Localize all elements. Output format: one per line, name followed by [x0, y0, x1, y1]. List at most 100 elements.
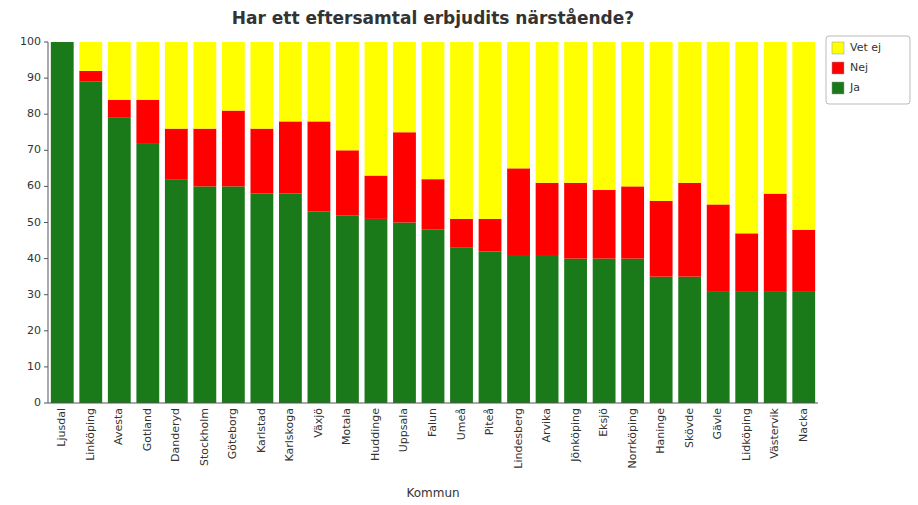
bar-segment: [735, 42, 758, 233]
y-tick-label: 10: [27, 360, 41, 373]
x-tick-label: Stockholm: [198, 408, 211, 466]
bar-segment: [593, 42, 616, 190]
y-tick: [44, 42, 48, 43]
x-axis: Ljusdal Linköping Avesta Gotland Danderyd Sto…: [48, 403, 818, 469]
x-tick-label: Jönköping: [569, 408, 582, 463]
bar-segment: [51, 42, 74, 43]
bar-segment: [250, 42, 273, 129]
y-tick: [44, 403, 48, 404]
x-tick-label: Falun: [426, 408, 439, 437]
x-tick-label: Huddinge: [369, 408, 382, 461]
bar-segment: [336, 150, 359, 215]
bar-segment: [108, 42, 131, 100]
bar-segment: [792, 42, 815, 230]
bar-segment: [650, 42, 673, 201]
y-tick-label: 30: [27, 288, 41, 301]
y-tick: [44, 114, 48, 115]
bar-segment: [393, 223, 416, 404]
bar-segment: [222, 186, 245, 403]
bar-segment: [193, 42, 216, 129]
y-axis: 0102030405060708090100: [20, 35, 48, 409]
bar-segment: [136, 100, 159, 143]
x-tick-label: Arvika: [540, 408, 553, 443]
bar-segment: [764, 291, 787, 403]
bar-segment: [735, 291, 758, 403]
bar-segment: [108, 118, 131, 403]
y-tick-label: 40: [27, 252, 41, 265]
bar-segment: [136, 143, 159, 403]
bar-segment: [678, 42, 701, 183]
bar-segment: [507, 168, 530, 255]
y-tick: [44, 78, 48, 79]
bar-segment: [422, 42, 445, 179]
legend-entry: Ja: [849, 81, 860, 94]
bar-segment: [79, 42, 102, 71]
x-tick-label: Motala: [340, 408, 353, 445]
x-tick-label: Nacka: [797, 408, 810, 442]
x-tick-label: Avesta: [112, 408, 125, 445]
bar-segment: [108, 100, 131, 118]
x-tick-label: Umeå: [455, 408, 468, 440]
bar-segment: [79, 71, 102, 82]
bar-segment: [650, 201, 673, 277]
bar-segment: [279, 194, 302, 403]
x-axis-line: [48, 403, 818, 404]
x-tick-label: Eksjö: [597, 408, 610, 437]
legend-entry: Nej: [850, 61, 868, 74]
bar-segment: [336, 215, 359, 403]
bar-segment: [764, 42, 787, 194]
bar-segment: [51, 42, 74, 43]
bar-segment: [250, 194, 273, 403]
bar-segment: [707, 291, 730, 403]
x-tick-label: Norrköping: [626, 408, 639, 469]
y-tick-label: 50: [27, 216, 41, 229]
bar-segment: [564, 259, 587, 403]
y-tick-label: 60: [27, 179, 41, 192]
x-tick-label: Danderyd: [169, 408, 182, 462]
bar-segment: [165, 42, 188, 129]
y-tick: [44, 366, 48, 367]
bar-segment: [479, 42, 502, 219]
bar-segment: [621, 186, 644, 258]
legend-box: [826, 36, 910, 104]
x-tick-label: Västervik: [768, 407, 781, 458]
title: Har ett eftersamtal erbjudits närstående…: [232, 7, 634, 28]
y-tick-label: 100: [20, 35, 41, 48]
bar-segment: [507, 255, 530, 403]
bar-segment: [707, 42, 730, 204]
bar-segment: [507, 42, 530, 168]
bar-segment: [422, 179, 445, 230]
bar-segment: [450, 248, 473, 403]
x-tick-label: Ljusdal: [55, 408, 68, 447]
y-tick: [44, 222, 48, 223]
bar-segment: [393, 42, 416, 132]
bar-segment: [450, 219, 473, 248]
chart: 0102030405060708090100LjusdalLinköpingAv…: [0, 0, 918, 505]
bar-segment: [136, 42, 159, 100]
y-tick: [44, 186, 48, 187]
bar-segment: [564, 183, 587, 259]
bar-segment: [222, 42, 245, 111]
bar-segment: [564, 42, 587, 183]
bar-segment: [250, 129, 273, 194]
y-tick-label: 20: [27, 324, 41, 337]
bar-segment: [707, 204, 730, 291]
bars: [51, 42, 815, 403]
bar-segment: [621, 42, 644, 186]
x-tick-label: Gotland: [141, 408, 154, 451]
bar-segment: [193, 186, 216, 403]
x-tick-label: Lindesberg: [512, 408, 525, 469]
bar-segment: [422, 230, 445, 403]
x-tick-label: Karlstad: [255, 408, 268, 453]
bar-segment: [51, 42, 74, 403]
bar-segment: [308, 212, 331, 403]
legend: Vet ej Nej Ja: [826, 36, 910, 104]
x-tick-label: Linköping: [84, 408, 97, 461]
y-tick: [44, 294, 48, 295]
bar-segment: [479, 219, 502, 251]
bar-segment: [536, 183, 559, 255]
bar-segment: [222, 111, 245, 187]
x-tick-label: Skövde: [683, 408, 696, 448]
bar-segment: [450, 42, 473, 219]
legend-entry: Vet ej: [850, 41, 881, 54]
